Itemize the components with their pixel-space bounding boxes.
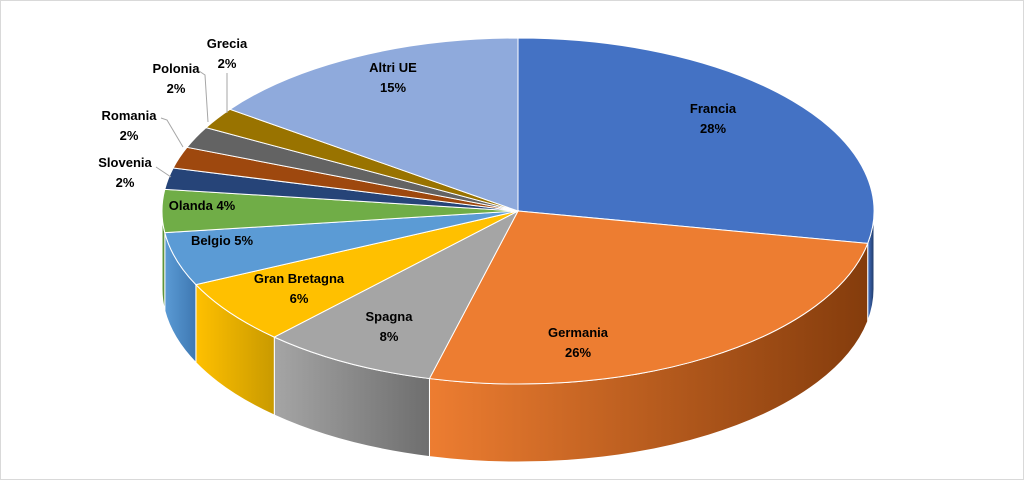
- data-label-pct-gran-bretagna: 6%: [290, 291, 309, 306]
- data-label-pct-francia: 28%: [700, 121, 726, 136]
- data-label-belgio: Belgio 5%: [191, 233, 254, 248]
- pie-slice-francia: [517, 37, 875, 244]
- data-label-francia: Francia: [690, 101, 737, 116]
- data-label-romania: Romania: [102, 108, 158, 123]
- data-label-pct-altri-ue: 15%: [380, 80, 406, 95]
- data-label-spagna: Spagna: [366, 309, 414, 324]
- data-label-pct-spagna: 8%: [380, 329, 399, 344]
- data-label-pct-romania: 2%: [120, 128, 139, 143]
- data-label-slovenia: Slovenia: [98, 155, 152, 170]
- data-label-altri-ue: Altri UE: [369, 60, 417, 75]
- leader-line-polonia: [198, 70, 209, 123]
- data-label-grecia: Grecia: [207, 36, 248, 51]
- pie-slice-spagna: [273, 209, 520, 380]
- data-label-pct-slovenia: 2%: [116, 175, 135, 190]
- data-label-germania: Germania: [548, 325, 609, 340]
- pie-slice-altri-ue: [228, 37, 519, 212]
- pie-top-faces: [161, 37, 875, 385]
- leader-line-romania: [160, 117, 184, 148]
- leader-line-slovenia: [155, 166, 172, 178]
- data-label-gran-bretagna: Gran Bretagna: [254, 271, 345, 286]
- data-label-pct-polonia: 2%: [167, 81, 186, 96]
- data-label-pct-germania: 26%: [565, 345, 591, 360]
- pie-slice-gran-bretagna: [194, 210, 519, 338]
- data-label-polonia: Polonia: [153, 61, 201, 76]
- pie-labels: Francia 28% Germania 26% Spagna 8% Gran Bretag…: [98, 36, 737, 360]
- data-label-olanda: Olanda 4%: [169, 198, 236, 213]
- data-label-pct-grecia: 2%: [218, 56, 237, 71]
- pie-slice-germania: [428, 210, 869, 385]
